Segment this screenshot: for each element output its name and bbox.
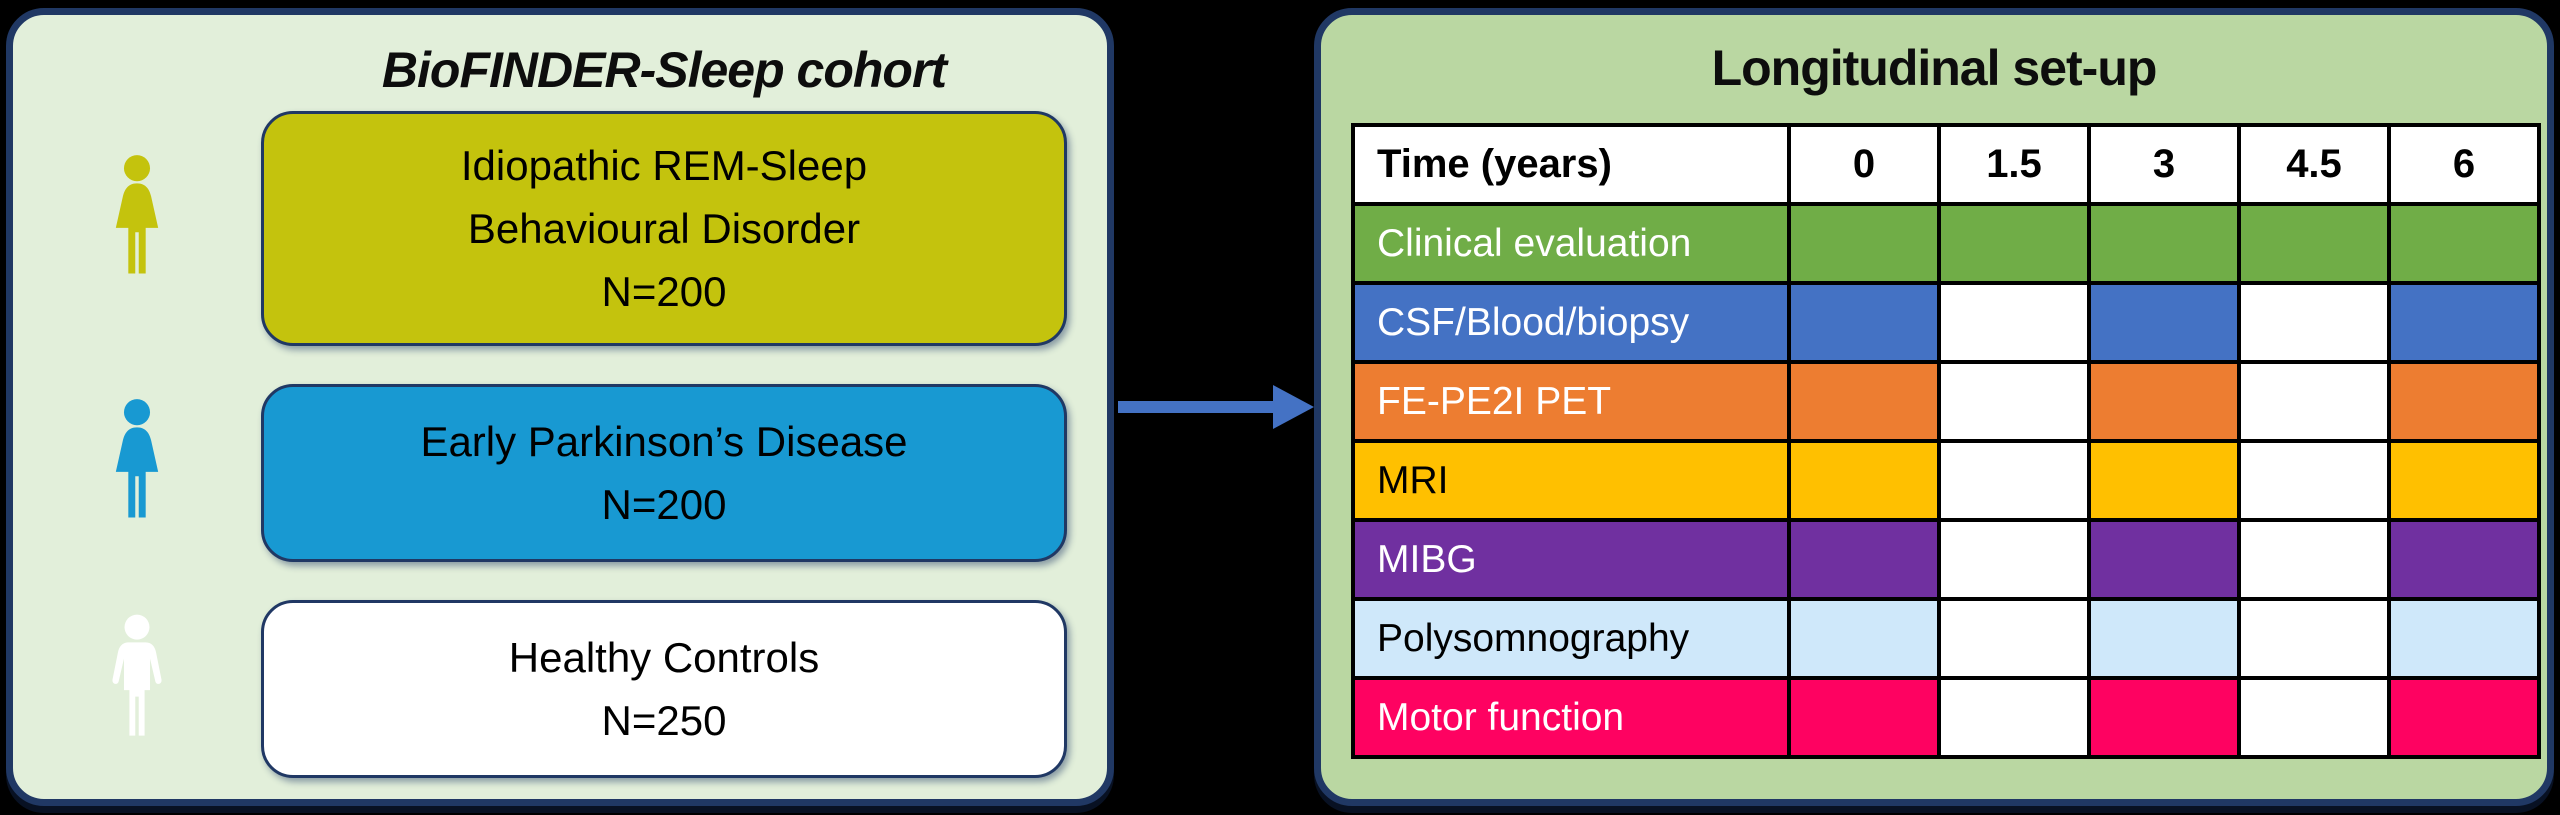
group-label-line: N=200 (601, 268, 727, 315)
schedule-cell-filled (2387, 676, 2541, 759)
schedule-cell-empty (2237, 676, 2391, 759)
schedule-row-label: Clinical evaluation (1351, 202, 1791, 285)
arrow-icon (1118, 385, 1314, 429)
schedule-cell-empty (2237, 360, 2391, 443)
schedule-cell-filled (2087, 202, 2241, 285)
time-point-header: 6 (2387, 123, 2541, 206)
cohort-panel-title: BioFINDER-Sleep cohort (381, 42, 947, 98)
group-label-line: Healthy Controls (508, 634, 820, 681)
schedule-cell-filled (1787, 202, 1941, 285)
group-label-line: Behavioural Disorder (467, 205, 861, 252)
schedule-cell-filled (1787, 518, 1941, 601)
group-box: Idiopathic REM-Sleep Behavioural Disorder… (261, 111, 1067, 346)
schedule-row: Polysomnography (1351, 597, 2541, 680)
time-point-header: 0 (1787, 123, 1941, 206)
schedule-cell-filled (1787, 439, 1941, 522)
schedule-cell-filled (2087, 360, 2241, 443)
flow-arrow (1115, 377, 1317, 437)
schedule-cell-filled (1787, 360, 1941, 443)
group-box: Early Parkinson’s Disease N=200 (261, 384, 1067, 562)
group-label-line: Idiopathic REM-Sleep (460, 142, 868, 189)
schedule-cell-filled (2087, 676, 2241, 759)
cohort-group-3: Healthy Controls N=250 (13, 600, 1107, 778)
longitudinal-panel-title: Longitudinal set-up (1711, 40, 2158, 96)
schedule-cell-filled (2387, 597, 2541, 680)
schedule-cell-filled (1937, 202, 2091, 285)
schedule-cell-empty (2237, 518, 2391, 601)
schedule-row-label: FE-PE2I PET (1351, 360, 1791, 443)
schedule-cell-filled (2087, 439, 2241, 522)
schedule-row: FE-PE2I PET (1351, 360, 2541, 443)
schedule-header-row: Time (years) 0 1.5 3 4.5 6 (1351, 123, 2541, 206)
schedule-cell-filled (2387, 281, 2541, 364)
schedule-cell-filled (1787, 597, 1941, 680)
time-point-header: 1.5 (1937, 123, 2091, 206)
schedule-cell-filled (1787, 676, 1941, 759)
man-icon (13, 613, 261, 765)
schedule-row: MRI (1351, 439, 2541, 522)
schedule-row: CSF/Blood/biopsy (1351, 281, 2541, 364)
schedule-cell-filled (2087, 518, 2241, 601)
schedule-cell-filled (1787, 281, 1941, 364)
time-point-header: 3 (2087, 123, 2241, 206)
cohort-group-2: Early Parkinson’s Disease N=200 (13, 384, 1107, 562)
schedule-row: Clinical evaluation (1351, 202, 2541, 285)
schedule-cell-empty (1937, 360, 2091, 443)
schedule-cell-filled (2387, 360, 2541, 443)
schedule-row-label: Motor function (1351, 676, 1791, 759)
schedule-row-label: MIBG (1351, 518, 1791, 601)
schedule-cell-empty (1937, 597, 2091, 680)
woman-icon (13, 153, 261, 305)
schedule-cell-filled (2387, 202, 2541, 285)
group-label-line: N=250 (601, 697, 727, 744)
time-point-header: 4.5 (2237, 123, 2391, 206)
group-label-line: Early Parkinson’s Disease (420, 418, 908, 465)
cohort-panel: BioFINDER-Sleep cohort Idiopathic REM-Sl… (6, 8, 1114, 806)
schedule-cell-filled (2087, 281, 2241, 364)
schedule-cell-empty (2237, 281, 2391, 364)
schedule-row: MIBG (1351, 518, 2541, 601)
schedule-table: Time (years) 0 1.5 3 4.5 6 Clinical evaluati… (1351, 123, 2541, 759)
schedule-cell-empty (2237, 439, 2391, 522)
group-box: Healthy Controls N=250 (261, 600, 1067, 778)
schedule-cell-empty (1937, 676, 2091, 759)
schedule-row-label: CSF/Blood/biopsy (1351, 281, 1791, 364)
schedule-cell-filled (2387, 439, 2541, 522)
schedule-row-label: MRI (1351, 439, 1791, 522)
schedule-cell-filled (2237, 202, 2391, 285)
schedule-table-body: Clinical evaluation CSF/Blood/biopsy FE-PE… (1351, 202, 2541, 759)
schedule-cell-filled (2387, 518, 2541, 601)
schedule-row: Motor function (1351, 676, 2541, 759)
woman-icon (13, 397, 261, 549)
schedule-cell-empty (2237, 597, 2391, 680)
schedule-cell-filled (2087, 597, 2241, 680)
cohort-groups: Idiopathic REM-Sleep Behavioural Disorder… (13, 111, 1107, 778)
cohort-group-1: Idiopathic REM-Sleep Behavioural Disorder… (13, 111, 1107, 346)
schedule-cell-empty (1937, 281, 2091, 364)
group-label-line: N=200 (601, 481, 727, 528)
time-header-cell: Time (years) (1351, 123, 1791, 206)
schedule-row-label: Polysomnography (1351, 597, 1791, 680)
schedule-cell-empty (1937, 518, 2091, 601)
longitudinal-panel: Longitudinal set-up Time (years) 0 1.5 3 4.… (1314, 8, 2554, 806)
schedule-cell-empty (1937, 439, 2091, 522)
